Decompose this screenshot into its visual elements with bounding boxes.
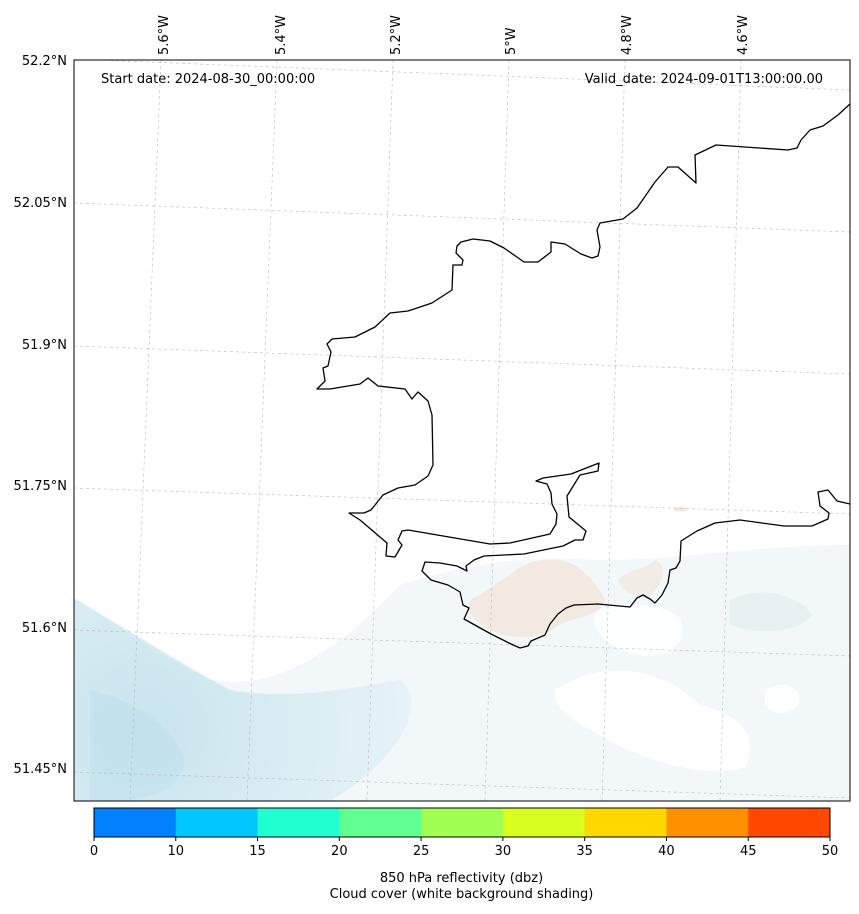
map-area[interactable] xyxy=(74,59,850,801)
colorbar-frame xyxy=(93,807,831,838)
colorbar-label-line2: Cloud cover (white background shading) xyxy=(329,887,594,902)
colorbar: 0 10 15 20 25 30 35 40 45 50 xyxy=(90,807,839,859)
lon-tick-label: 5°W xyxy=(504,27,519,55)
colorbar-segment xyxy=(339,808,422,837)
reflectivity-shading xyxy=(468,506,688,638)
colorbar-tick-label: 20 xyxy=(331,844,348,859)
colorbar-segment xyxy=(666,808,749,837)
cloud-cover-shading xyxy=(74,545,850,801)
colorbar-segment xyxy=(502,808,586,837)
colorbar-tick-label: 40 xyxy=(658,844,675,859)
lat-tick-label: 51.6°N xyxy=(22,621,67,636)
lon-tick-label: 4.6°W xyxy=(736,15,751,55)
lon-tick-label: 5.2°W xyxy=(389,15,404,55)
colorbar-tick-label: 25 xyxy=(413,844,430,859)
latitude-tick-labels: 52.2°N 52.05°N 51.9°N 51.75°N 51.6°N 51.… xyxy=(14,54,67,777)
colorbar-tick-label: 30 xyxy=(495,844,512,859)
start-date-label: Start date: 2024-08-30_00:00:00 xyxy=(101,72,315,87)
gridlines xyxy=(74,60,850,801)
colorbar-tick-label: 0 xyxy=(90,844,98,859)
lat-tick-label: 51.9°N xyxy=(22,338,67,353)
lat-tick-label: 51.45°N xyxy=(14,762,67,777)
colorbar-tick-label: 35 xyxy=(576,844,593,859)
lon-tick-label: 5.6°W xyxy=(157,15,172,55)
lat-tick-label: 51.75°N xyxy=(14,479,67,494)
lat-tick-label: 52.2°N xyxy=(22,54,67,69)
colorbar-tick-label: 15 xyxy=(249,844,266,859)
valid-date-label: Valid_date: 2024-09-01T13:00:00.00 xyxy=(585,72,823,87)
colorbar-tick-label: 45 xyxy=(740,844,757,859)
colorbar-segment xyxy=(257,808,340,837)
colorbar-segment xyxy=(584,808,667,837)
colorbar-tick-label: 10 xyxy=(168,844,185,859)
colorbar-label-line1: 850 hPa reflectivity (dbz) xyxy=(379,871,544,886)
colorbar-segment xyxy=(94,808,177,837)
colorbar-segment xyxy=(175,808,259,837)
longitude-tick-labels: 5.6°W 5.4°W 5.2°W 5°W 4.8°W 4.6°W xyxy=(157,15,751,55)
lon-tick-label: 5.4°W xyxy=(274,15,289,55)
colorbar-segment xyxy=(421,808,504,837)
colorbar-segment xyxy=(748,808,831,837)
lat-tick-label: 52.05°N xyxy=(14,196,67,211)
lon-tick-label: 4.8°W xyxy=(620,15,635,55)
map-frame xyxy=(73,59,851,802)
coastline xyxy=(316,103,850,649)
colorbar-tick-label: 50 xyxy=(822,844,839,859)
